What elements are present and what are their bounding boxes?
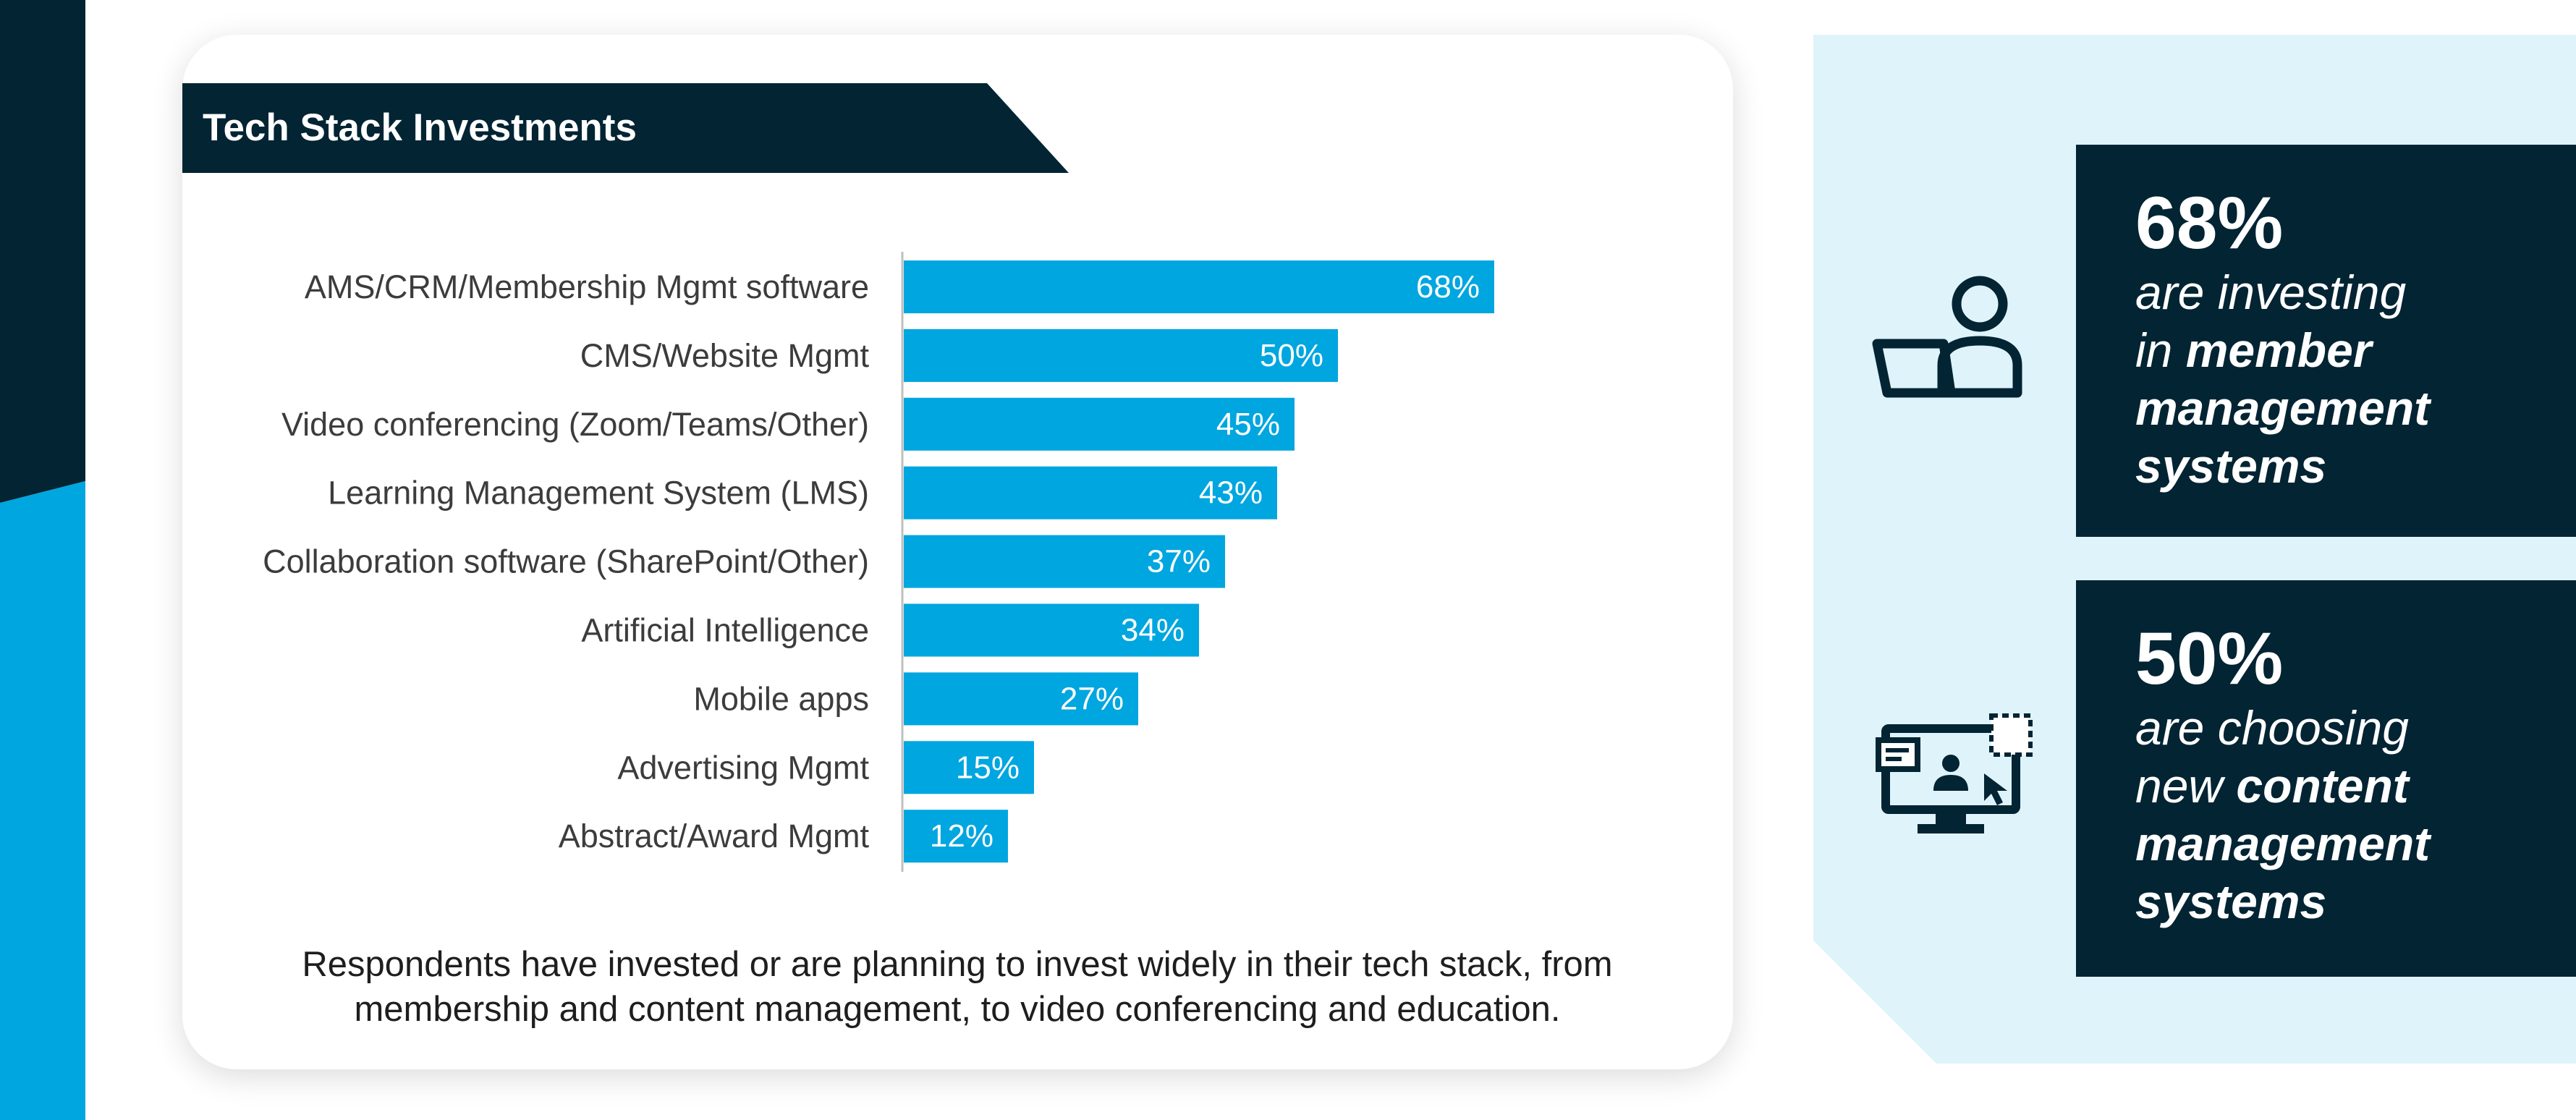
stat-text-line: management <box>2135 381 2431 435</box>
bar-value-label: 34% <box>1121 613 1185 648</box>
chart-title: Tech Stack Investments <box>203 106 637 149</box>
bar-value-label: 12% <box>930 818 993 854</box>
bar <box>904 466 1277 519</box>
bar-value-label: 27% <box>1060 681 1124 716</box>
stat-text-line: systems <box>2135 439 2327 493</box>
bar-value-label: 15% <box>956 750 1020 785</box>
stat-text-line: are choosing <box>2135 701 2409 755</box>
bar <box>904 260 1494 313</box>
left-decorative-strip <box>0 0 85 1120</box>
stat-value: 68% <box>2135 182 2284 264</box>
stat-text-emphasis: member <box>2185 323 2372 377</box>
bar-value-label: 37% <box>1147 544 1211 580</box>
bar-value-label: 50% <box>1260 338 1323 373</box>
stat-value: 50% <box>2135 617 2284 700</box>
stat-text-line: management <box>2135 817 2431 870</box>
category-label: AMS/CRM/Membership Mgmt software <box>305 268 869 305</box>
bar <box>904 810 1008 863</box>
stat-text-line: in member <box>2135 321 2430 379</box>
stat-text-line: new content <box>2135 757 2430 815</box>
bar-value-label: 68% <box>1416 269 1480 305</box>
bar <box>904 672 1138 726</box>
stat-text-emphasis: content <box>2236 759 2409 813</box>
category-label: Video conferencing (Zoom/Teams/Other) <box>281 406 869 443</box>
bar-value-label: 43% <box>1199 475 1263 511</box>
stat-card-content-management: 50% are choosing new content management … <box>2076 580 2576 977</box>
stat-text-line: are investing <box>2135 266 2407 319</box>
bar <box>904 328 1338 382</box>
bar <box>904 397 1295 451</box>
bar <box>904 741 1034 794</box>
caption-line-2: membership and content management, to vi… <box>354 990 1561 1029</box>
person-laptop-icon <box>1871 271 2034 402</box>
stat-text-prefix: in <box>2135 323 2186 377</box>
stat-card-member-management: 68% are investing in member management s… <box>2076 145 2576 537</box>
category-label: Collaboration software (SharePoint/Other… <box>263 543 869 580</box>
bar <box>904 535 1225 588</box>
monitor-content-icon <box>1876 713 2035 839</box>
chart-title-banner <box>182 83 1069 173</box>
bar <box>904 603 1199 657</box>
stat-text-line: systems <box>2135 875 2327 928</box>
caption-line-1: Respondents have invested or are plannin… <box>302 945 1613 984</box>
chart-caption: Respondents have invested or are plannin… <box>217 942 1698 1032</box>
category-label: Learning Management System (LMS) <box>328 475 869 512</box>
category-label: Artificial Intelligence <box>581 612 869 649</box>
category-label: Advertising Mgmt <box>617 749 869 786</box>
stat-text-prefix: new <box>2135 759 2237 813</box>
bar-value-label: 45% <box>1216 407 1280 442</box>
category-label: Mobile apps <box>693 680 869 717</box>
category-label: CMS/Website Mgmt <box>580 337 870 374</box>
category-label: Abstract/Award Mgmt <box>559 818 870 854</box>
